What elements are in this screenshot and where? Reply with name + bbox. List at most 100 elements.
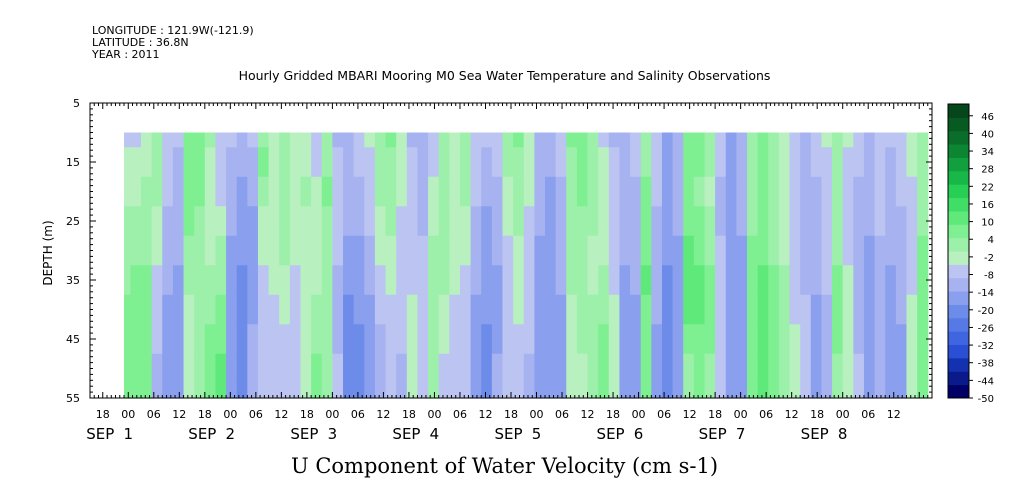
heatmap-cell [523,265,535,296]
heatmap-cell [917,235,929,266]
heatmap-cell [523,132,535,148]
heatmap-cell [364,235,376,266]
longitude-label: LONGITUDE : 121.9W(-121.9) [92,24,254,37]
heatmap-cell [661,147,674,178]
heatmap-cell [555,353,567,384]
heatmap-cell [885,265,897,296]
heatmap-cell [353,176,365,207]
heatmap-cell [608,147,621,178]
heatmap-cell [534,206,546,237]
heatmap-cell [481,324,493,355]
heatmap-cell [672,176,684,207]
heatmap-cell [353,265,365,296]
heatmap-cell [704,353,716,384]
heatmap-cell [417,353,429,384]
y-tick-label: 45 [66,333,80,346]
heatmap-cell [130,206,142,237]
heatmap-cell [842,265,854,296]
heatmap-cell [353,324,365,355]
heatmap-cell [810,265,823,296]
colorbar-tick-label: -8 [984,271,994,282]
heatmap-cell [279,206,291,237]
heatmap-cell [321,353,333,384]
heatmap-cell [832,265,844,296]
heatmap-cell [672,353,684,384]
heatmap-cell [449,294,461,325]
heatmap-cell [417,147,429,178]
heatmap-cell [598,147,610,178]
heatmap-cell [608,294,621,325]
heatmap-cell [502,132,514,148]
heatmap-cell [895,294,908,325]
heatmap-cell [459,176,472,207]
heatmap-cell [598,353,610,384]
heatmap-cell [810,235,823,266]
heatmap-cell [800,353,812,384]
heatmap-cell [640,324,652,355]
heatmap-cell [321,324,333,355]
heatmap-cell [587,235,599,266]
heatmap-cell [693,132,706,148]
heatmap-cell [194,383,206,399]
heatmap-cell [545,383,557,399]
heatmap-cell [459,132,472,148]
heatmap-cell [289,235,302,266]
heatmap-cell [630,206,642,237]
heatmap-cell [151,206,163,237]
heatmap-cell [481,235,493,266]
heatmap-cell [747,206,759,237]
heatmap-cell [555,147,567,178]
heatmap-cell [778,176,791,207]
heatmap-cell [449,235,461,266]
heatmap-cell [279,147,291,178]
heatmap-cell [715,383,727,399]
heatmap-cell [343,324,355,355]
heatmap-cell [619,176,631,207]
heatmap-cell [683,294,695,325]
heatmap-cell [842,132,854,148]
heatmap-cell [917,147,929,178]
heatmap-cell [661,324,674,355]
heatmap-cell [459,324,472,355]
colorbar-tick-label: -50 [978,394,994,405]
heatmap-cell [853,294,865,325]
heatmap-cell [821,132,833,148]
heatmap-cell [321,265,333,296]
heatmap-cell [523,176,535,207]
heatmap-cell [885,235,897,266]
heatmap-cell [757,147,769,178]
heatmap-cell [194,147,206,178]
heatmap-cell [693,383,706,399]
heatmap-cell [417,206,429,237]
heatmap-cell [917,353,929,384]
heatmap-cell [534,235,546,266]
heatmap-cell [800,176,812,207]
heatmap-cell [226,294,238,325]
heatmap-cell [821,176,833,207]
heatmap-cell [874,132,886,148]
heatmap-cell [725,132,737,148]
heatmap-cell [162,324,174,355]
heatmap-cell [459,265,472,296]
heatmap-cell [800,265,812,296]
heatmap-cell [832,235,844,266]
heatmap-cell [619,132,631,148]
heatmap-cell [470,294,482,325]
heatmap-cell [279,294,291,325]
heatmap-cell [523,294,535,325]
heatmap-cell [778,353,791,384]
heatmap-cell [651,265,663,296]
heatmap-cell [268,353,280,384]
heatmap-cell [576,324,589,355]
heatmap-cell [619,353,631,384]
heatmap-cell [417,324,429,355]
heatmap-cell [141,324,153,355]
colorbar-swatch [948,144,969,158]
heatmap-cell [438,235,450,266]
heatmap-cell [257,176,270,207]
heatmap-cell [810,353,823,384]
x-hour-tick-label: 00 [632,408,646,421]
heatmap-cell [619,147,631,178]
